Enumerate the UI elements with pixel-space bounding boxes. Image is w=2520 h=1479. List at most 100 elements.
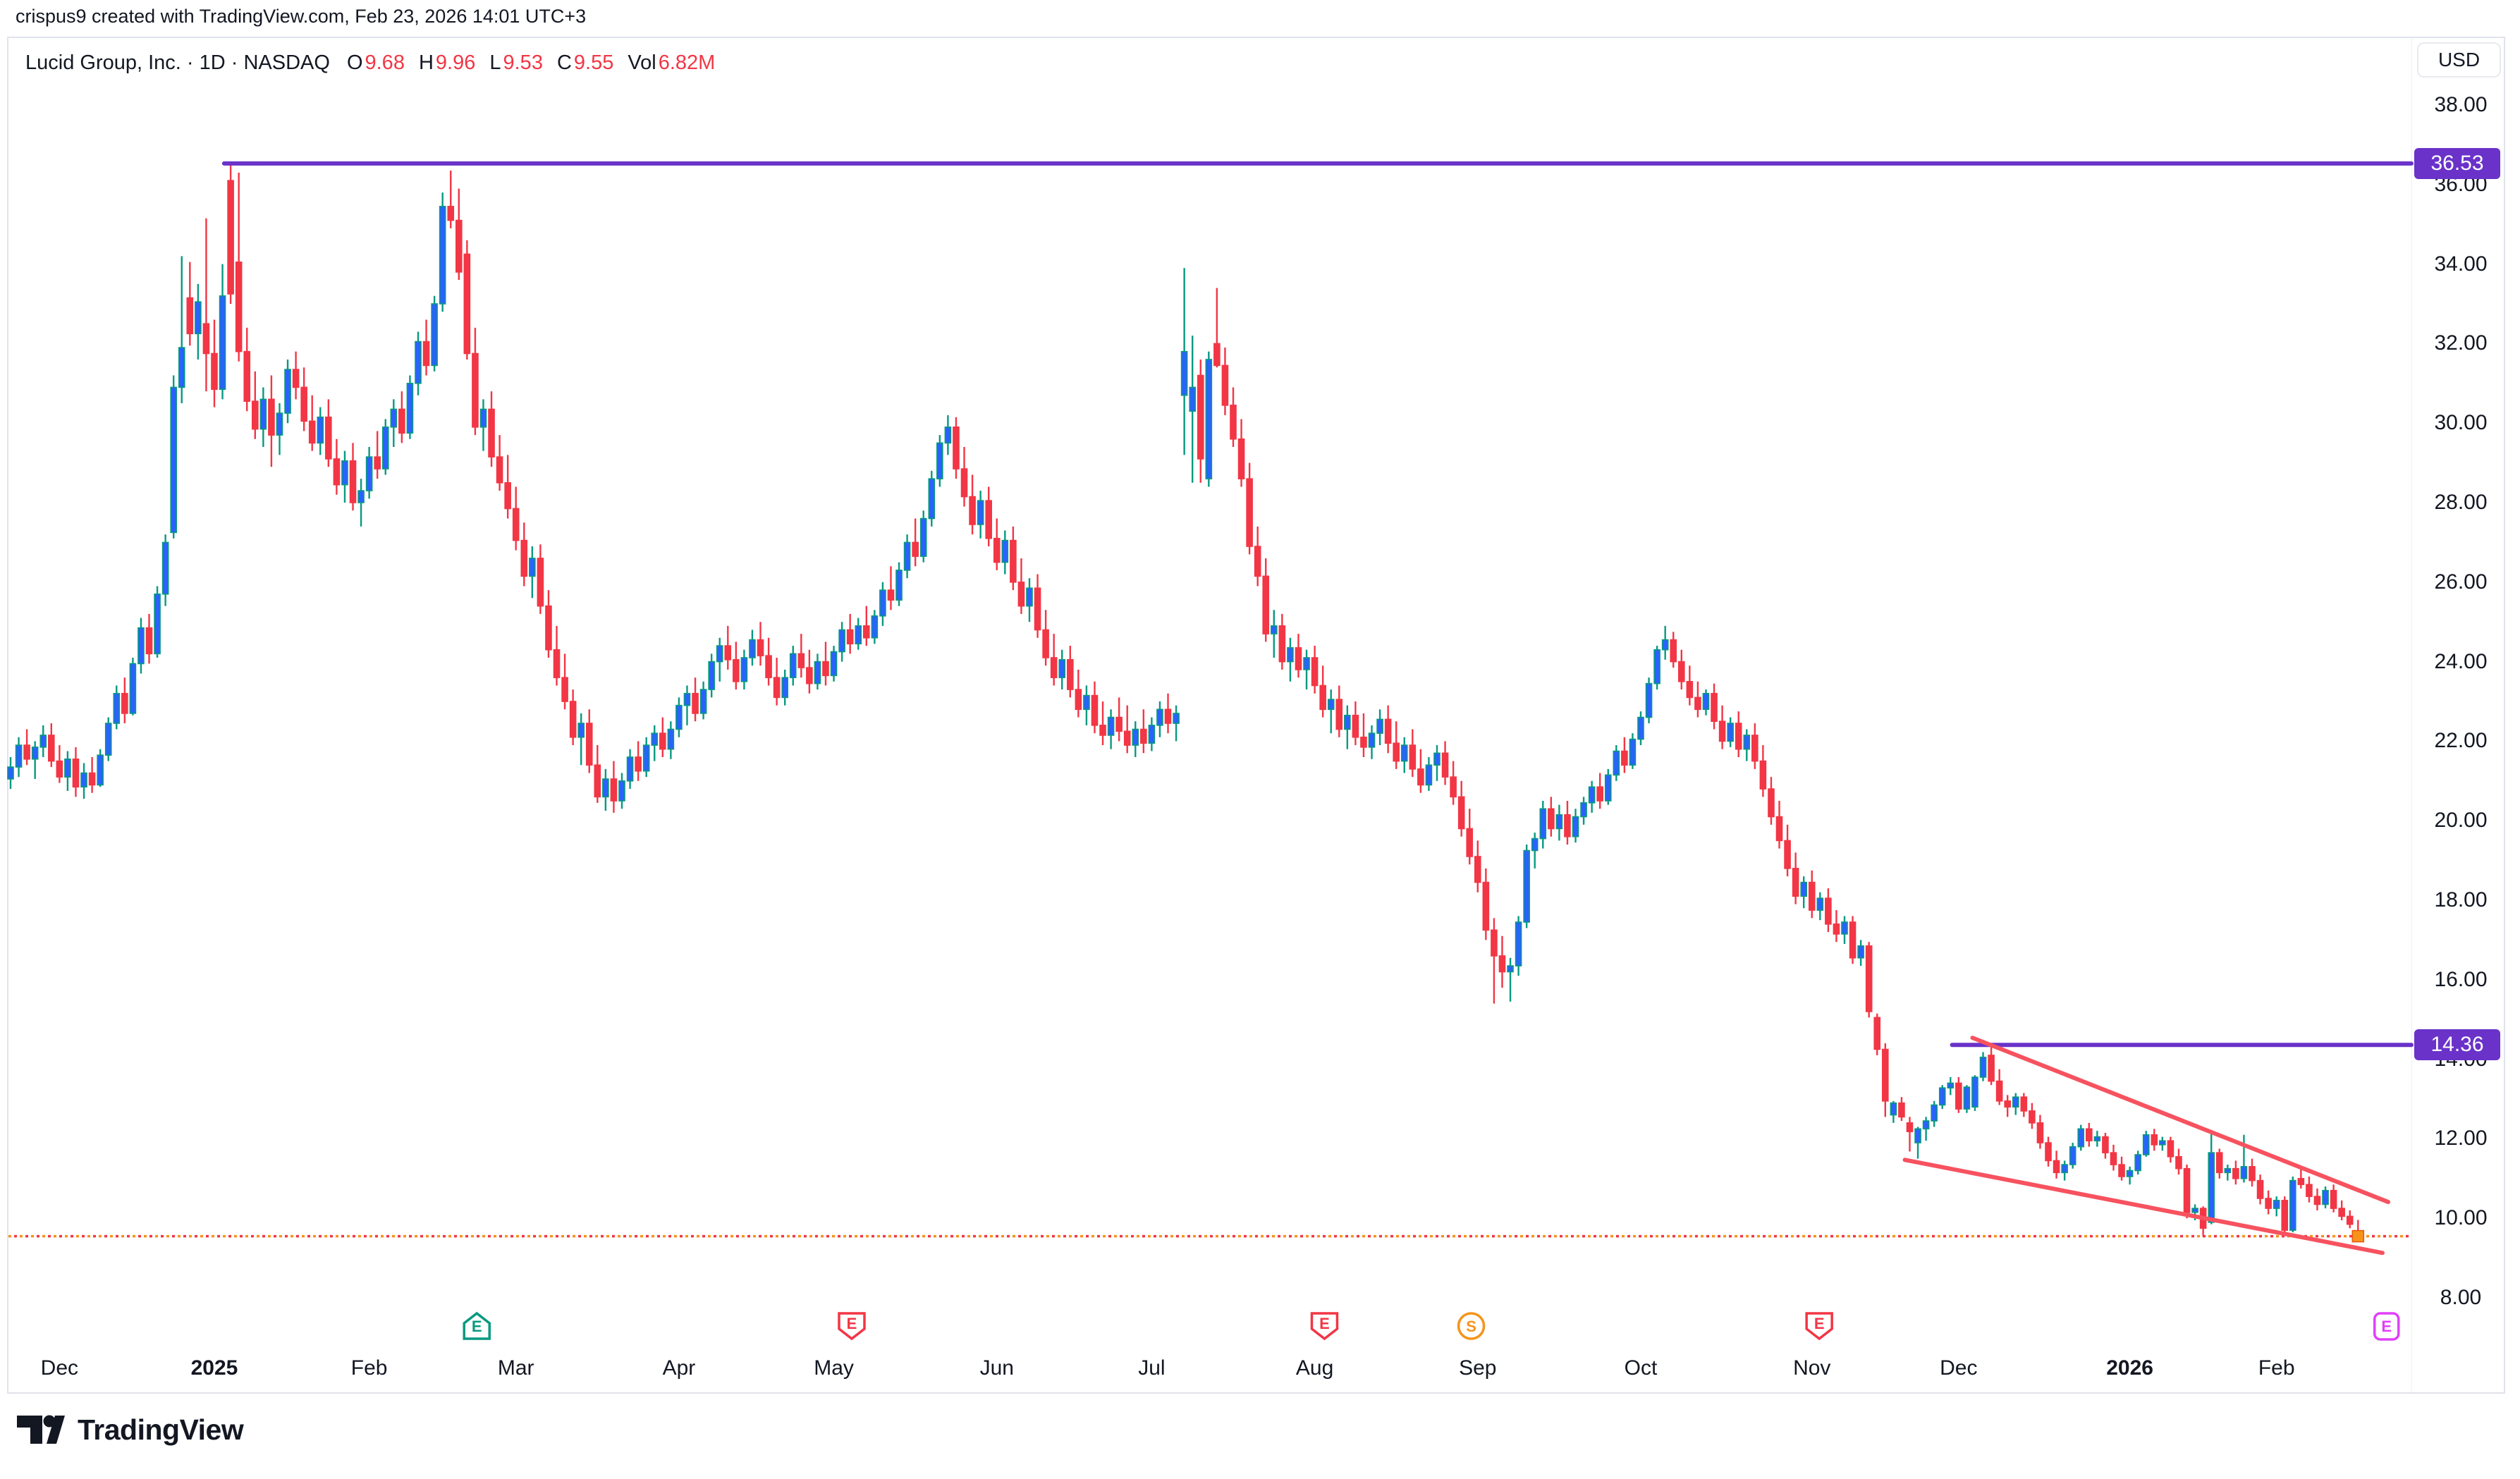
candle-body: [1637, 716, 1644, 740]
candle-body: [211, 352, 218, 391]
candle-body: [104, 723, 112, 756]
candle-body: [1091, 694, 1099, 726]
candle-body: [219, 295, 226, 391]
candle-body: [463, 253, 471, 355]
price-tick-label: 30.00: [2434, 411, 2488, 435]
candle-body: [1115, 716, 1123, 732]
candle-body: [936, 442, 943, 479]
candle-body: [871, 615, 879, 639]
candle-body: [545, 605, 552, 651]
candle-body: [170, 386, 177, 534]
symbol-legend[interactable]: Lucid Group, Inc. · 1D · NASDAQ O 9.68 H 9.…: [25, 49, 715, 76]
time-tick-label: Jun: [979, 1356, 1014, 1380]
candle-body: [88, 772, 96, 786]
ohlc-field-o: O 9.68: [346, 51, 405, 74]
candle-body: [1417, 768, 1424, 786]
candle-body: [2061, 1164, 2068, 1174]
candle-body: [1938, 1087, 1946, 1106]
candle-body: [1564, 814, 1571, 837]
candle-body: [1890, 1102, 1897, 1116]
currency-button[interactable]: USD: [2417, 42, 2501, 78]
candle-body: [2313, 1196, 2321, 1205]
candle-body: [1816, 897, 1824, 911]
time-tick-label: Dec: [1940, 1356, 1978, 1380]
candle-body: [2281, 1200, 2289, 1231]
candle-body: [1164, 708, 1172, 724]
candle-body: [1702, 692, 1710, 711]
candle-body: [1743, 735, 1751, 750]
candle-body: [317, 416, 324, 444]
candle-body: [2159, 1140, 2166, 1146]
tradingview-logo[interactable]: TradingView: [17, 1410, 244, 1449]
candle-body: [1050, 657, 1058, 678]
candle-body: [2240, 1166, 2248, 1179]
candle-body: [1629, 738, 1637, 766]
candle-body: [1906, 1122, 1914, 1133]
candle-body: [2346, 1215, 2354, 1225]
time-tick-label: Jul: [1138, 1356, 1166, 1380]
event-icon-e[interactable]: E: [2373, 1312, 2400, 1341]
candle-body: [1352, 714, 1359, 738]
candle-body: [1491, 929, 1498, 957]
svg-text:E: E: [1814, 1315, 1825, 1332]
candle-body: [781, 677, 788, 699]
candle-body: [903, 541, 911, 571]
candle-body: [1784, 840, 1791, 869]
event-icon-e[interactable]: E: [1805, 1312, 1833, 1341]
price-tick-label: 16.00: [2434, 967, 2488, 991]
time-tick-label: 2026: [2106, 1356, 2153, 1380]
candle-body: [455, 219, 463, 273]
event-icon-s[interactable]: S: [1457, 1312, 1486, 1340]
candle-body: [806, 667, 813, 685]
candle-body: [1075, 689, 1082, 711]
event-icon-e[interactable]: E: [463, 1311, 491, 1340]
candle-body: [2167, 1140, 2175, 1158]
candle-body: [1988, 1055, 1995, 1082]
candle-body: [1083, 694, 1090, 711]
candle-body: [1344, 714, 1351, 730]
event-icon-e[interactable]: E: [838, 1312, 866, 1341]
candle-body: [1979, 1056, 1987, 1078]
svg-text:E: E: [1319, 1315, 1330, 1332]
candle-body: [300, 386, 307, 422]
candle-body: [2029, 1110, 2036, 1124]
candle-body: [993, 537, 1001, 563]
candle-body: [642, 744, 650, 772]
candle-body: [1303, 657, 1310, 670]
candle-body: [2036, 1122, 2044, 1143]
candle-body: [520, 539, 528, 577]
candle-body: [1555, 814, 1563, 830]
candle-body: [797, 653, 805, 668]
time-tick-label: Sep: [1459, 1356, 1497, 1380]
candle-body: [537, 558, 544, 607]
candle-body: [472, 352, 479, 428]
candle-body: [919, 517, 927, 557]
candle-body: [683, 692, 691, 706]
candle-body: [1539, 808, 1547, 840]
candle-body: [2232, 1167, 2239, 1179]
candle-body: [374, 456, 381, 470]
candle-body: [2077, 1128, 2085, 1148]
ohlc-readout: O 9.68 H 9.96 L 9.53 C 9.55 Vol 6.82M: [347, 49, 715, 76]
candle-body: [1548, 808, 1555, 830]
candle-body: [1148, 725, 1156, 744]
candle-body: [692, 692, 699, 714]
candle-body: [1457, 796, 1465, 830]
candle-body: [243, 350, 251, 402]
candle-body: [1360, 736, 1367, 748]
event-icon-e[interactable]: E: [1310, 1312, 1339, 1341]
candle-body: [2134, 1154, 2141, 1172]
candle-body: [2208, 1152, 2215, 1223]
candle-body: [1311, 657, 1319, 687]
candle-body: [381, 426, 389, 470]
candle-body: [822, 661, 829, 677]
candle-body: [1474, 856, 1481, 883]
candle-body: [1400, 744, 1408, 762]
candle-body: [1237, 438, 1245, 479]
candle-body: [1971, 1076, 1978, 1108]
candle-body: [577, 723, 585, 738]
candle-body: [659, 732, 666, 750]
svg-text:E: E: [847, 1315, 857, 1332]
candle-body: [977, 500, 984, 525]
